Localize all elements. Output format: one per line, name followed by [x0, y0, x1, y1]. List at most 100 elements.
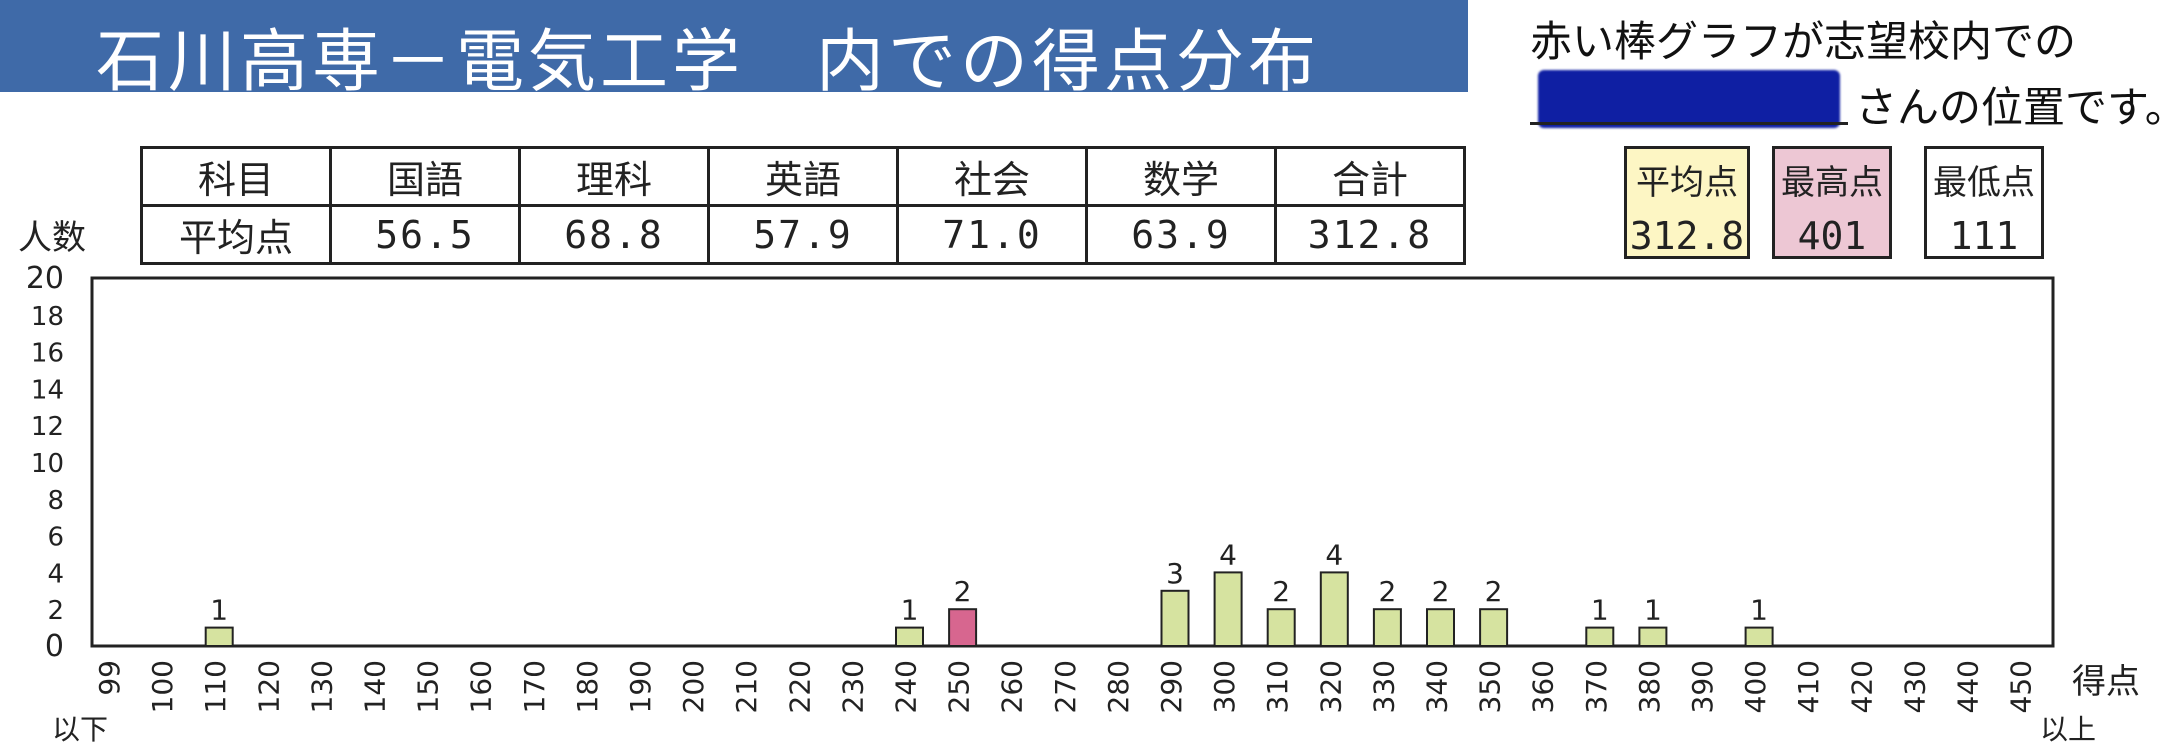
x-tick-label: 260: [996, 660, 1029, 713]
x-tick-label: 330: [1367, 660, 1400, 713]
bar-labels: 1 1 2 3 4 2 4 2 2 2 1 1 1: [210, 538, 1768, 626]
header-english: 英語: [707, 146, 899, 207]
above-label: 以上: [2040, 713, 2097, 746]
max-score-box: 最高点 401: [1772, 146, 1892, 259]
bar: [1585, 626, 1615, 647]
y-axis-ticks: 02 4 6 8 10 12 14 16 18 20: [26, 261, 64, 664]
bar-value-label: 1: [901, 594, 919, 627]
y-tick-label: 10: [31, 449, 64, 479]
y-tick-label: 4: [47, 559, 64, 589]
average-score-label: 平均点: [1636, 163, 1738, 203]
y-tick-label: 2: [47, 596, 64, 626]
x-tick-label: 340: [1421, 660, 1454, 713]
x-tick-label: 420: [1845, 660, 1878, 713]
row-label-average: 平均点: [140, 204, 332, 265]
score-table-header-row: 科目 国語 理科 英語 社会 数学 合計: [140, 146, 1466, 207]
y-axis-title: 人数: [18, 218, 86, 258]
header-japanese: 国語: [329, 146, 521, 207]
x-tick-label: 430: [1898, 660, 1931, 713]
bar: [1213, 571, 1243, 648]
x-tick-label: 180: [571, 660, 604, 713]
x-tick-label: 370: [1580, 660, 1613, 713]
header-total: 合計: [1274, 146, 1466, 207]
y-tick-label: 14: [31, 375, 64, 405]
y-tick-label: 20: [26, 261, 64, 296]
redacted-name: [1538, 70, 1840, 128]
x-tick-label: 190: [624, 660, 657, 713]
x-tick-label: 160: [465, 660, 498, 713]
below-label: 以下: [52, 713, 109, 746]
bar-value-label: 2: [954, 575, 972, 608]
score-table: 科目 国語 理科 英語 社会 数学 合計 平均点 56.5 68.8 57.9 …: [140, 146, 1466, 265]
avg-japanese: 56.5: [329, 204, 521, 265]
bar: [1638, 626, 1668, 647]
y-tick-label: 6: [47, 523, 64, 553]
min-score-box: 最低点 111: [1924, 146, 2044, 259]
average-score-value: 312.8: [1629, 214, 1745, 258]
header-math: 数学: [1085, 146, 1277, 207]
bar: [1160, 589, 1190, 647]
avg-science: 68.8: [518, 204, 710, 265]
page-title: 石川高専－電気工学 内での得点分布: [96, 23, 1321, 102]
x-tick-label: 400: [1739, 660, 1772, 713]
note-line-2: さんの位置です。: [1855, 83, 2174, 132]
bar: [1319, 571, 1349, 648]
bar: [1266, 608, 1296, 648]
x-tick-label: 310: [1261, 660, 1294, 713]
x-tick-label: 170: [518, 660, 551, 713]
x-tick-label: 350: [1474, 660, 1507, 713]
y-tick-label: 16: [31, 339, 64, 369]
bar: [895, 626, 924, 647]
bar-value-label: 2: [1432, 575, 1450, 608]
avg-total: 312.8: [1274, 204, 1466, 265]
x-tick-label: 130: [305, 660, 338, 713]
x-tick-label: 220: [783, 660, 816, 713]
x-axis-ticks: 99 100 110 120 130 140 150 160 170 180 190 200 210 22…: [93, 660, 2038, 713]
x-axis-title: 得点: [2072, 662, 2140, 702]
min-score-value: 111: [1949, 214, 2019, 258]
x-tick-label: 270: [1049, 660, 1082, 713]
x-tick-label: 450: [2005, 660, 2038, 713]
y-tick-label: 12: [31, 412, 64, 442]
header-science: 理科: [518, 146, 710, 207]
x-tick-label: 380: [1633, 660, 1666, 713]
x-tick-label: 390: [1686, 660, 1719, 713]
bar-value-label: 4: [1325, 538, 1343, 571]
header-subject: 科目: [140, 146, 332, 207]
x-tick-label: 210: [730, 660, 763, 713]
note-line-1: 赤い棒グラフが志望校内での: [1530, 17, 2077, 66]
plot-frame: [90, 276, 2055, 648]
bar: [1372, 608, 1402, 648]
x-tick-label: 99: [93, 660, 126, 696]
header-social: 社会: [896, 146, 1088, 207]
x-tick-label: 110: [199, 660, 232, 713]
bar-value-label: 2: [1272, 575, 1290, 608]
score-table-average-row: 平均点 56.5 68.8 57.9 71.0 63.9 312.8: [140, 204, 1466, 265]
x-tick-label: 300: [1208, 660, 1241, 713]
x-tick-label: 150: [412, 660, 445, 713]
x-tick-label: 140: [359, 660, 392, 713]
bar: [1479, 608, 1509, 648]
avg-social: 71.0: [896, 204, 1088, 265]
x-tick-label: 320: [1314, 660, 1347, 713]
average-score-box: 平均点 312.8: [1624, 146, 1750, 259]
min-score-label: 最低点: [1933, 163, 2035, 203]
bar-value-label: 1: [1644, 594, 1662, 627]
bar: [204, 626, 234, 647]
bar-value-label: 2: [1378, 575, 1396, 608]
x-tick-label: 120: [252, 660, 285, 713]
x-tick-label: 410: [1792, 660, 1825, 713]
bars: [204, 571, 1774, 648]
avg-english: 57.9: [707, 204, 899, 265]
x-tick-label: 230: [836, 660, 869, 713]
x-tick-label: 360: [1527, 660, 1560, 713]
y-tick-label: 8: [47, 486, 64, 516]
avg-math: 63.9: [1085, 204, 1277, 265]
x-tick-label: 200: [677, 660, 710, 713]
x-tick-label: 290: [1155, 660, 1188, 713]
name-underline: [1530, 122, 1848, 125]
bar: [1426, 608, 1455, 648]
x-tick-label: 240: [890, 660, 923, 713]
bar-value-label: 1: [210, 594, 228, 627]
